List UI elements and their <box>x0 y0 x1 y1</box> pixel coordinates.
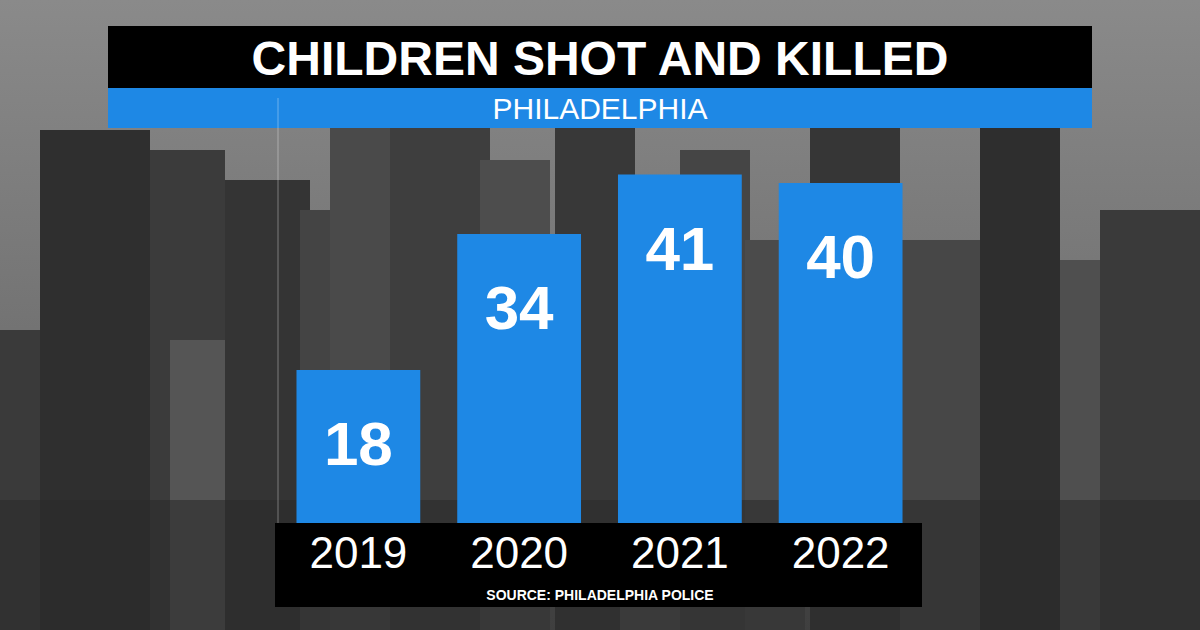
x-tick: 2022 <box>792 523 890 577</box>
data-label: 34 <box>485 273 554 342</box>
chart-root: CHILDREN SHOT AND KILLED PHILADELPHIA 18 34… <box>0 0 1200 630</box>
bars <box>296 175 902 524</box>
x-tick: 2020 <box>470 523 568 577</box>
x-axis: 2019 2020 2021 2022 <box>279 523 922 577</box>
title: CHILDREN SHOT AND KILLED <box>252 32 949 85</box>
bar <box>457 234 581 523</box>
riverbank <box>0 500 1200 630</box>
source: SOURCE: PHILADELPHIA POLICE <box>486 587 713 603</box>
background <box>0 0 1200 630</box>
title-banner <box>108 26 1092 88</box>
data-labels: 18 34 41 40 <box>324 214 875 479</box>
data-label: 41 <box>645 214 714 283</box>
data-label: 18 <box>324 409 393 478</box>
skyline <box>0 100 1200 630</box>
subtitle-banner <box>108 88 1092 128</box>
subtitle: PHILADELPHIA <box>492 92 707 125</box>
x-tick-label: 2022 <box>792 528 890 577</box>
x-tick-label: 2020 <box>470 528 568 577</box>
x-tick-label: 2021 <box>631 528 729 577</box>
axis-banner <box>275 523 922 607</box>
x-axis-line <box>279 523 922 524</box>
x-tick-label: 2019 <box>309 528 407 577</box>
data-label: 40 <box>806 222 875 291</box>
y-axis-line <box>278 98 279 523</box>
bar <box>779 183 903 523</box>
bar <box>296 370 420 523</box>
x-tick: 2021 <box>631 523 729 577</box>
x-tick: 2019 <box>309 523 407 577</box>
bar <box>618 175 742 524</box>
